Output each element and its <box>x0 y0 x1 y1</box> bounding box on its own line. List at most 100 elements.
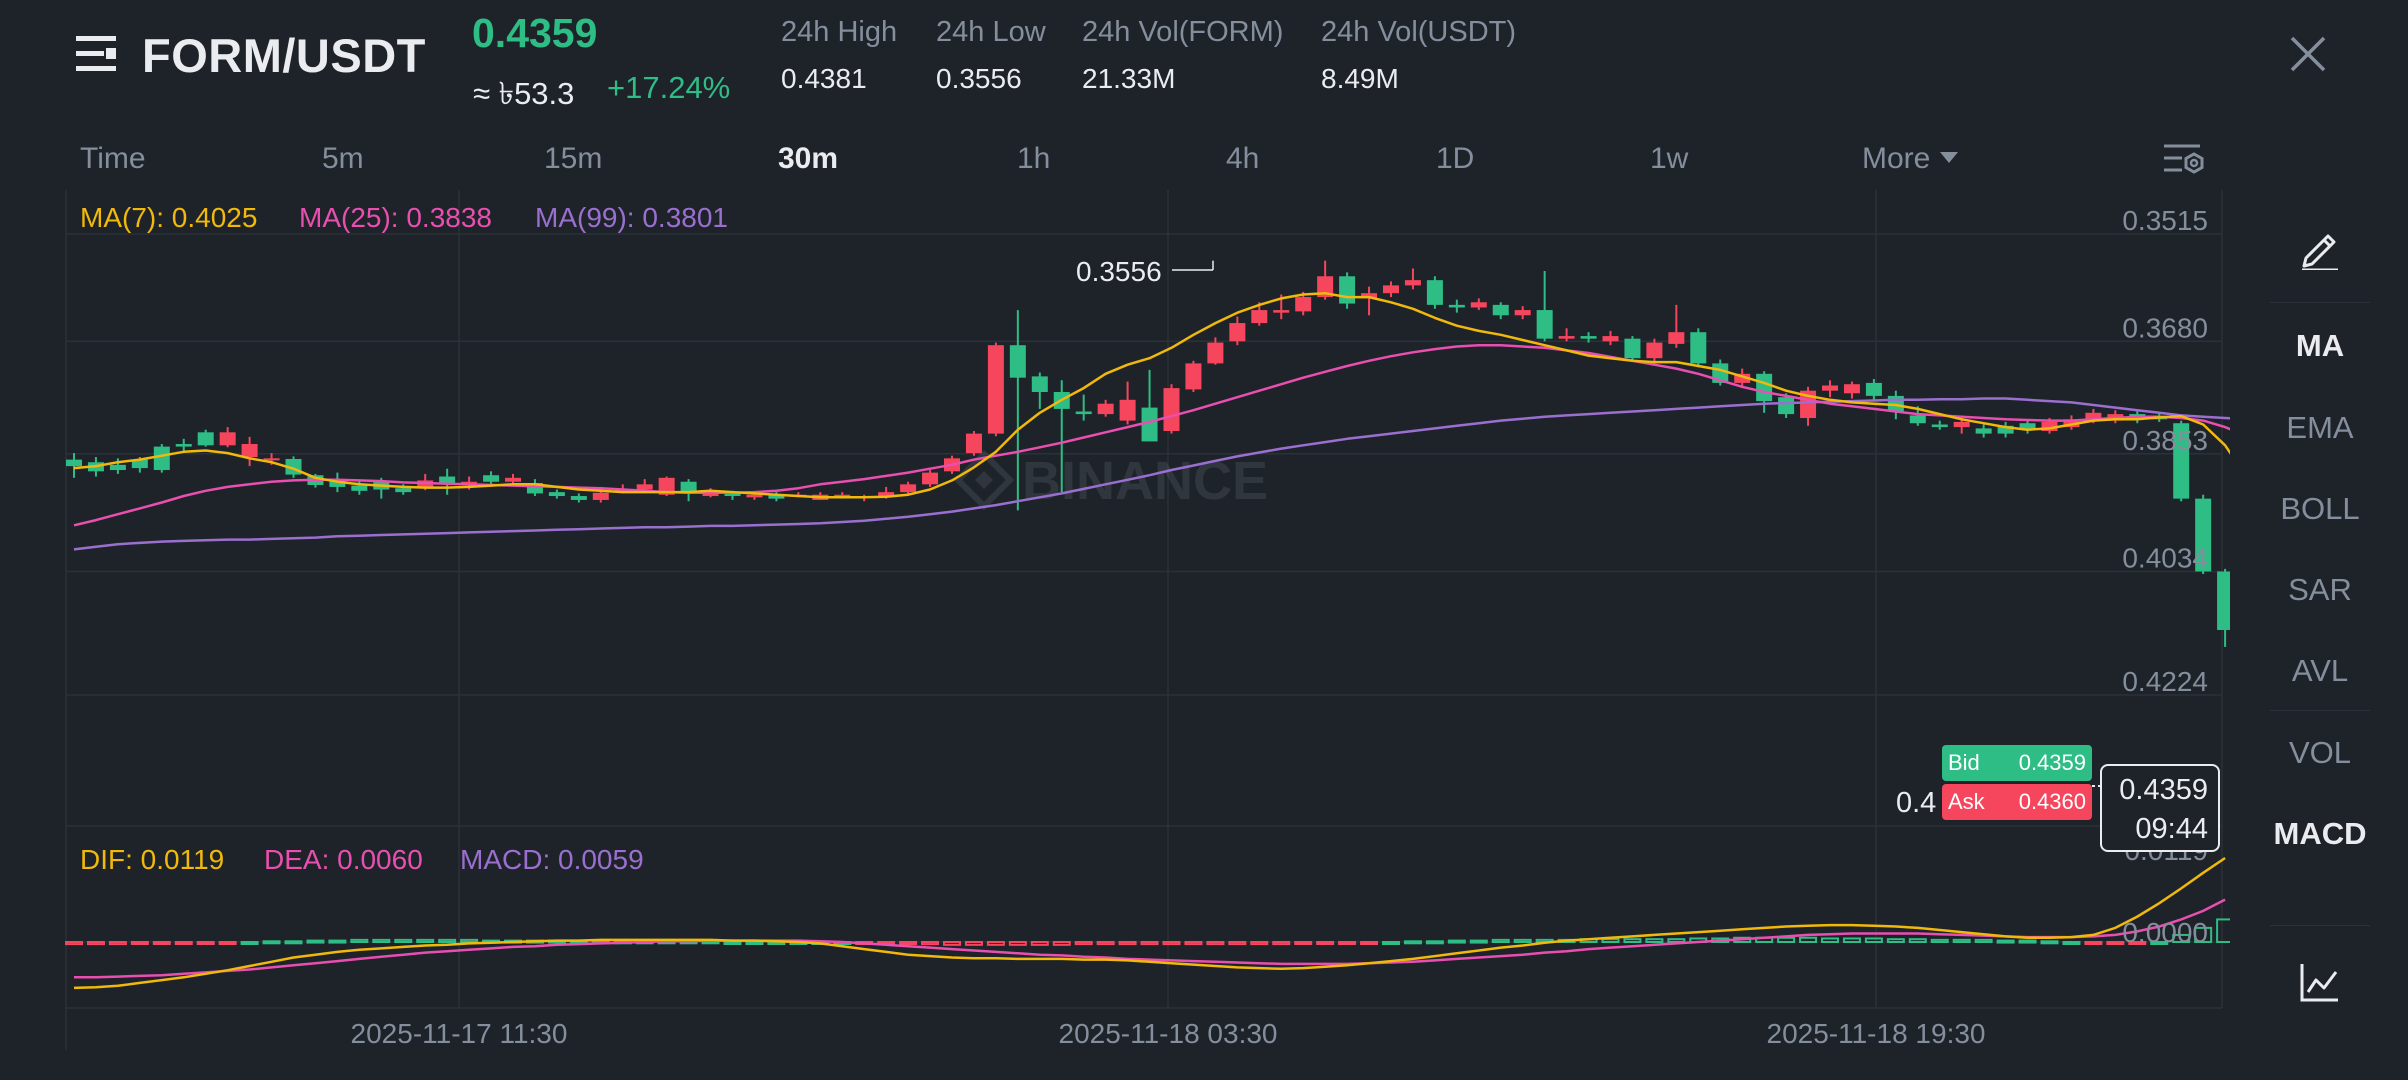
macd-bar <box>262 940 281 945</box>
candle-body <box>1075 411 1092 415</box>
macd-bar <box>350 938 369 943</box>
macd-bar <box>1272 941 1291 946</box>
candle-body <box>1756 373 1773 402</box>
macd-bar <box>1030 941 1049 946</box>
candle-body <box>505 477 521 482</box>
candle <box>1997 421 2014 438</box>
candle <box>1646 338 1663 363</box>
macd-bar <box>1206 941 1225 946</box>
fiat-price: ≈ ৳53.3 <box>473 76 575 111</box>
macd-bar <box>306 939 325 944</box>
indicator-boll[interactable]: BOLL <box>2280 491 2360 526</box>
candle-body <box>1909 415 1926 424</box>
tab-15m[interactable]: 15m <box>544 142 603 175</box>
candle <box>900 481 917 495</box>
macd-bar <box>174 941 193 945</box>
macd-bar <box>284 940 303 945</box>
close-icon[interactable] <box>2288 34 2328 74</box>
watermark-text: BINANCE <box>1022 451 1268 511</box>
draw-pen-icon[interactable] <box>2298 226 2342 270</box>
macd-bar <box>1469 939 1488 944</box>
macd-bar <box>2172 933 2191 943</box>
candle <box>109 458 126 474</box>
ma25-line <box>73 343 2230 527</box>
tab-1w[interactable]: 1w <box>1650 142 1689 175</box>
candle-body <box>636 484 653 490</box>
menu-icon[interactable] <box>76 32 120 76</box>
candle-body <box>965 433 982 454</box>
candle <box>1295 291 1312 316</box>
ma7-line <box>73 291 2230 499</box>
ma7-legend: MA(7): 0.4025 <box>80 202 258 233</box>
last-price: 0.4359 <box>472 10 598 56</box>
tab-30m[interactable]: 30m <box>778 142 839 175</box>
macd-bar <box>1799 936 1818 944</box>
candle-body <box>1009 345 1026 378</box>
tab-time[interactable]: Time <box>80 142 146 175</box>
candle <box>1822 380 1838 398</box>
stat-value: 0.4381 <box>781 63 867 94</box>
dif-line <box>73 856 2226 990</box>
x-tick-label: 2025-11-18 03:30 <box>1059 1018 1278 1049</box>
macd-bar <box>1447 939 1466 944</box>
chart-type-icon[interactable] <box>2298 960 2342 1004</box>
chart-settings-icon[interactable] <box>2162 140 2206 180</box>
candle-body <box>1339 276 1356 304</box>
candle <box>1602 330 1619 346</box>
macd-bar <box>394 938 413 943</box>
candle <box>592 486 609 503</box>
candle-body <box>329 480 346 487</box>
candle <box>1558 328 1575 342</box>
macd-bar <box>86 941 105 946</box>
candle-body <box>526 483 543 494</box>
indicator-vol[interactable]: VOL <box>2288 735 2352 770</box>
candle-body <box>1119 399 1136 421</box>
candle-body <box>1163 388 1180 432</box>
tab-1h[interactable]: 1h <box>1017 142 1051 175</box>
indicator-macd[interactable]: MACD <box>2273 816 2367 851</box>
candle-body <box>1097 403 1114 415</box>
candle <box>2217 568 2230 647</box>
tab-5m[interactable]: 5m <box>322 142 364 175</box>
macd-bar <box>745 941 764 945</box>
macd-bar <box>218 941 237 945</box>
candle <box>1865 378 1882 400</box>
y-tick-label: 0.4034 <box>2122 542 2208 573</box>
dea-legend: DEA: 0.0060 <box>264 844 423 875</box>
tab-more[interactable]: More <box>1862 142 1959 176</box>
tab-4h[interactable]: 4h <box>1226 142 1260 175</box>
macd-bar <box>2040 940 2059 945</box>
indicator-avl[interactable]: AVL <box>2291 653 2349 688</box>
pair-title[interactable]: FORM/USDT <box>142 29 426 82</box>
candle-body <box>2195 498 2212 572</box>
macd-bar <box>1886 938 1905 943</box>
stat-label: 24h High <box>781 16 898 48</box>
tab-1d[interactable]: 1D <box>1436 142 1475 175</box>
stat-24h-vol-quote: 24h Vol(USDT) 8.49M <box>1321 16 1516 95</box>
y-tick-label: 0.4224 <box>2122 666 2208 697</box>
stat-label: 24h Low <box>936 16 1046 48</box>
price-change: +17.24% <box>607 70 731 105</box>
indicator-ema[interactable]: EMA <box>2286 410 2354 445</box>
candle-body <box>1646 342 1663 359</box>
candle-body <box>2019 423 2036 430</box>
bid-value: 0.4359 <box>2018 750 2086 775</box>
candle <box>1339 272 1356 309</box>
current-price-box[interactable]: 0.4359 09:44 <box>2100 764 2220 852</box>
candlestick-chart[interactable]: BINANCE 0.3515 0.3680 0.3853 0.4034 0.4224 0.… <box>0 190 2230 1050</box>
macd-bar <box>1382 941 1400 945</box>
macd-bar <box>1908 938 1927 943</box>
candle <box>2195 494 2212 575</box>
caret-down-icon <box>1940 151 1959 163</box>
candle <box>1141 369 1158 442</box>
candle <box>1448 299 1465 313</box>
macd-bar <box>372 938 391 943</box>
ma25-legend: MA(25): 0.3838 <box>299 202 492 233</box>
indicator-sar[interactable]: SAR <box>2288 572 2352 607</box>
stat-24h-low: 24h Low 0.3556 <box>936 16 1046 95</box>
indicator-ma[interactable]: MA <box>2295 328 2345 363</box>
candle-body <box>1273 310 1290 313</box>
stat-value: 0.3556 <box>936 63 1022 94</box>
macd-bar <box>460 938 479 943</box>
macd-bar <box>1491 938 1510 943</box>
